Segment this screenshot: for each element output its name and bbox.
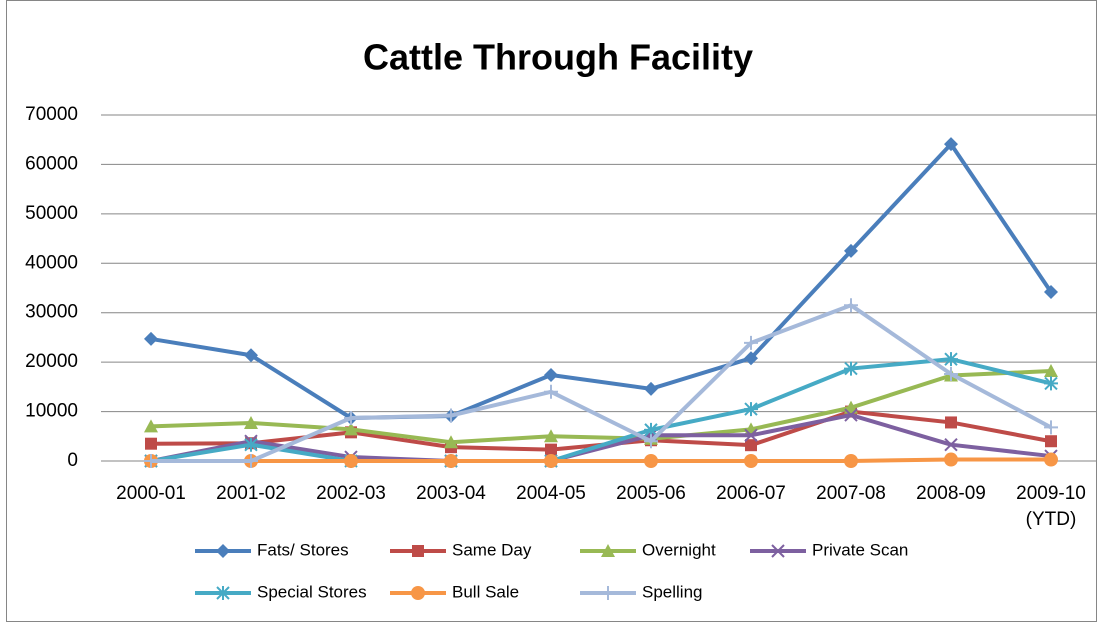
series-line xyxy=(150,369,1052,445)
legend-label: Overnight xyxy=(642,540,716,559)
x-tick-label: 2007-08 xyxy=(816,483,886,504)
y-tick-label: 0 xyxy=(67,450,78,471)
marker xyxy=(344,422,358,436)
legend-label: Fats/ Stores xyxy=(257,540,349,559)
series-line xyxy=(151,457,1051,463)
marker xyxy=(744,428,758,443)
marker xyxy=(744,402,758,417)
marker xyxy=(216,544,230,558)
marker xyxy=(411,586,425,600)
series-line xyxy=(150,142,1053,420)
marker xyxy=(244,437,258,452)
marker xyxy=(545,443,557,456)
legend-label: Same Day xyxy=(452,540,532,559)
marker xyxy=(444,408,458,423)
legend-item: Bull Sale xyxy=(390,582,519,601)
marker xyxy=(771,544,785,558)
y-tick-label: 20000 xyxy=(25,351,78,372)
x-tick-label: 2004-05 xyxy=(516,483,586,504)
marker xyxy=(244,454,258,468)
chart-title: Cattle Through Facility xyxy=(363,37,753,78)
marker xyxy=(745,439,757,452)
marker xyxy=(744,454,758,468)
y-tick-label: 50000 xyxy=(25,203,78,224)
marker xyxy=(544,454,558,468)
legend-item: Overnight xyxy=(580,540,716,559)
legend-label: Private Scan xyxy=(812,540,908,559)
marker xyxy=(145,437,157,450)
marker xyxy=(644,422,658,437)
marker xyxy=(944,367,958,382)
x-tick-label: 2002-03 xyxy=(316,483,386,504)
legend-item: Private Scan xyxy=(750,540,908,559)
marker xyxy=(544,367,558,382)
marker xyxy=(1045,435,1057,448)
marker xyxy=(444,454,458,468)
marker xyxy=(644,381,658,396)
x-tick-label: 2001-02 xyxy=(216,483,286,504)
marker xyxy=(744,351,758,366)
series-line xyxy=(151,303,1052,463)
marker xyxy=(244,348,258,363)
marker xyxy=(944,352,958,367)
marker xyxy=(844,408,858,422)
legend-item: Spelling xyxy=(580,582,703,601)
x-tick-label: 2000-01 xyxy=(116,483,186,504)
marker xyxy=(144,331,158,346)
legend-label: Bull Sale xyxy=(452,582,519,601)
marker xyxy=(544,384,558,399)
marker xyxy=(544,429,558,443)
marker xyxy=(844,298,858,313)
marker xyxy=(1044,284,1058,299)
y-tick-label: 30000 xyxy=(25,302,78,323)
chart-frame xyxy=(6,0,1097,622)
legend-label: Special Stores xyxy=(257,582,367,601)
marker xyxy=(216,586,230,600)
marker xyxy=(344,454,358,468)
marker xyxy=(1044,420,1058,435)
marker xyxy=(644,434,658,449)
marker xyxy=(1044,452,1058,467)
y-tick-label: 70000 xyxy=(25,104,78,125)
y-tick-label: 10000 xyxy=(25,401,78,422)
marker xyxy=(1044,364,1058,378)
legend-item: Same Day xyxy=(390,540,532,559)
marker xyxy=(144,454,158,468)
marker xyxy=(144,419,158,433)
series-line xyxy=(150,413,1052,463)
y-tick-label: 60000 xyxy=(25,153,78,174)
y-tick-label: 40000 xyxy=(25,252,78,273)
marker xyxy=(244,415,258,429)
marker xyxy=(744,335,758,350)
legend-item: Special Stores xyxy=(195,582,367,601)
marker xyxy=(844,243,858,258)
x-tick-label: 2003-04 xyxy=(416,483,486,504)
marker xyxy=(344,410,358,425)
marker xyxy=(945,416,957,429)
marker xyxy=(1044,376,1058,391)
marker xyxy=(644,454,658,468)
legend-item: Fats/ Stores xyxy=(195,540,349,559)
x-tick-label: 2006-07 xyxy=(716,483,786,504)
series-line xyxy=(150,357,1052,463)
marker xyxy=(444,435,458,449)
marker xyxy=(944,137,958,152)
x-tick-label: 2008-09 xyxy=(916,483,986,504)
marker xyxy=(944,437,958,452)
x-tick-label: 2005-06 xyxy=(616,483,686,504)
marker xyxy=(844,361,858,376)
x-tick-label: 2009-10 (YTD) xyxy=(1016,483,1086,530)
marker xyxy=(944,452,958,467)
legend-label: Spelling xyxy=(642,582,703,601)
marker xyxy=(601,586,615,600)
marker xyxy=(412,545,424,557)
marker xyxy=(844,454,858,468)
marker xyxy=(601,544,615,557)
